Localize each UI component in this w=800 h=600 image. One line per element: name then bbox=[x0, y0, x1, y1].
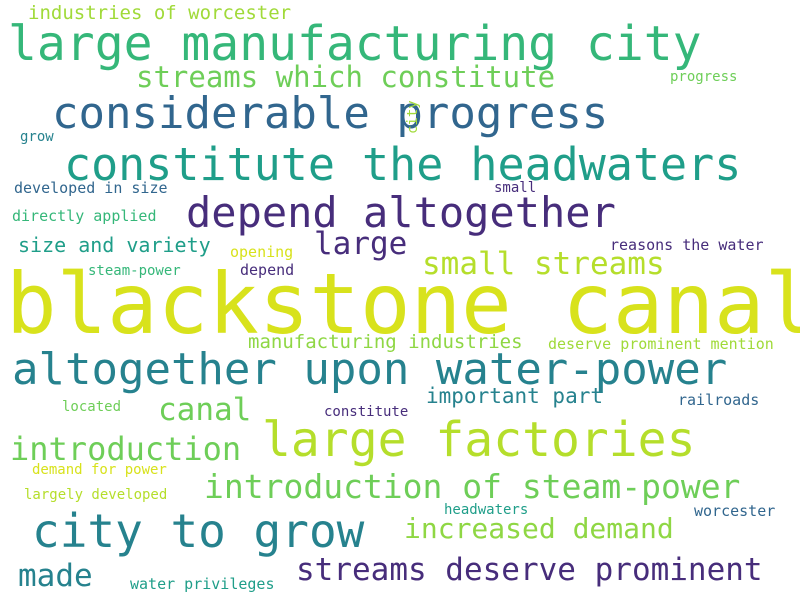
word-large: large bbox=[314, 226, 408, 262]
word-worcester: worcester bbox=[694, 502, 776, 520]
word-directly-applied: directly applied bbox=[12, 207, 157, 225]
word-demand-for-power: demand for power bbox=[32, 462, 167, 478]
word-railroads: railroads bbox=[678, 391, 760, 409]
word-streams-deserve-prominent: streams deserve prominent bbox=[296, 552, 763, 588]
word-blackstone-canal: blackstone canal bbox=[6, 255, 800, 353]
word-increased-demand: increased demand bbox=[404, 512, 674, 545]
word-steam-power: steam-power bbox=[88, 263, 181, 279]
word-large-manufacturing-city: large manufacturing city bbox=[8, 16, 702, 72]
word-opening: opening bbox=[230, 243, 294, 261]
word-progress: progress bbox=[670, 69, 738, 85]
word-industries-of-worcester: industries of worcester bbox=[28, 2, 292, 24]
word-deserve-prominent-mention: deserve prominent mention bbox=[548, 335, 774, 353]
word-streams-which-constitute: streams which constitute bbox=[136, 60, 556, 94]
word-headwaters: headwaters bbox=[444, 502, 529, 518]
word-introduction-of-steam-power: introduction of steam-power bbox=[204, 467, 741, 506]
word-introduction: introduction bbox=[10, 430, 242, 468]
word-altogether-upon-water-power: altogether upon water-power bbox=[12, 344, 728, 395]
word-manufacturing-industries: manufacturing industries bbox=[248, 331, 523, 353]
word-located: located bbox=[62, 399, 122, 415]
word-depend-altogether: depend altogether bbox=[186, 188, 616, 237]
word-canal: canal bbox=[158, 392, 252, 428]
word-developed-in-size: developed in size bbox=[14, 179, 168, 197]
word-constitute-the-headwaters: constitute the headwaters bbox=[64, 138, 742, 191]
word-important-part: important part bbox=[426, 384, 604, 408]
word-constitute: constitute bbox=[324, 404, 409, 420]
word-size-and-variety: size and variety bbox=[18, 233, 211, 257]
word-grow: grow bbox=[20, 129, 54, 145]
word-small: small bbox=[494, 180, 537, 196]
word-city: city bbox=[405, 100, 421, 134]
word-made: made bbox=[18, 558, 93, 594]
word-reasons-the-water: reasons the water bbox=[610, 236, 764, 254]
word-city-to-grow: city to grow bbox=[32, 504, 365, 558]
word-small-streams: small streams bbox=[422, 246, 665, 282]
word-water-privileges: water privileges bbox=[130, 575, 275, 593]
word-largely-developed: largely developed bbox=[24, 487, 168, 503]
word-depend: depend bbox=[240, 261, 295, 279]
word-considerable-progress: considerable progress bbox=[52, 88, 609, 139]
word-large-factories: large factories bbox=[262, 412, 696, 468]
